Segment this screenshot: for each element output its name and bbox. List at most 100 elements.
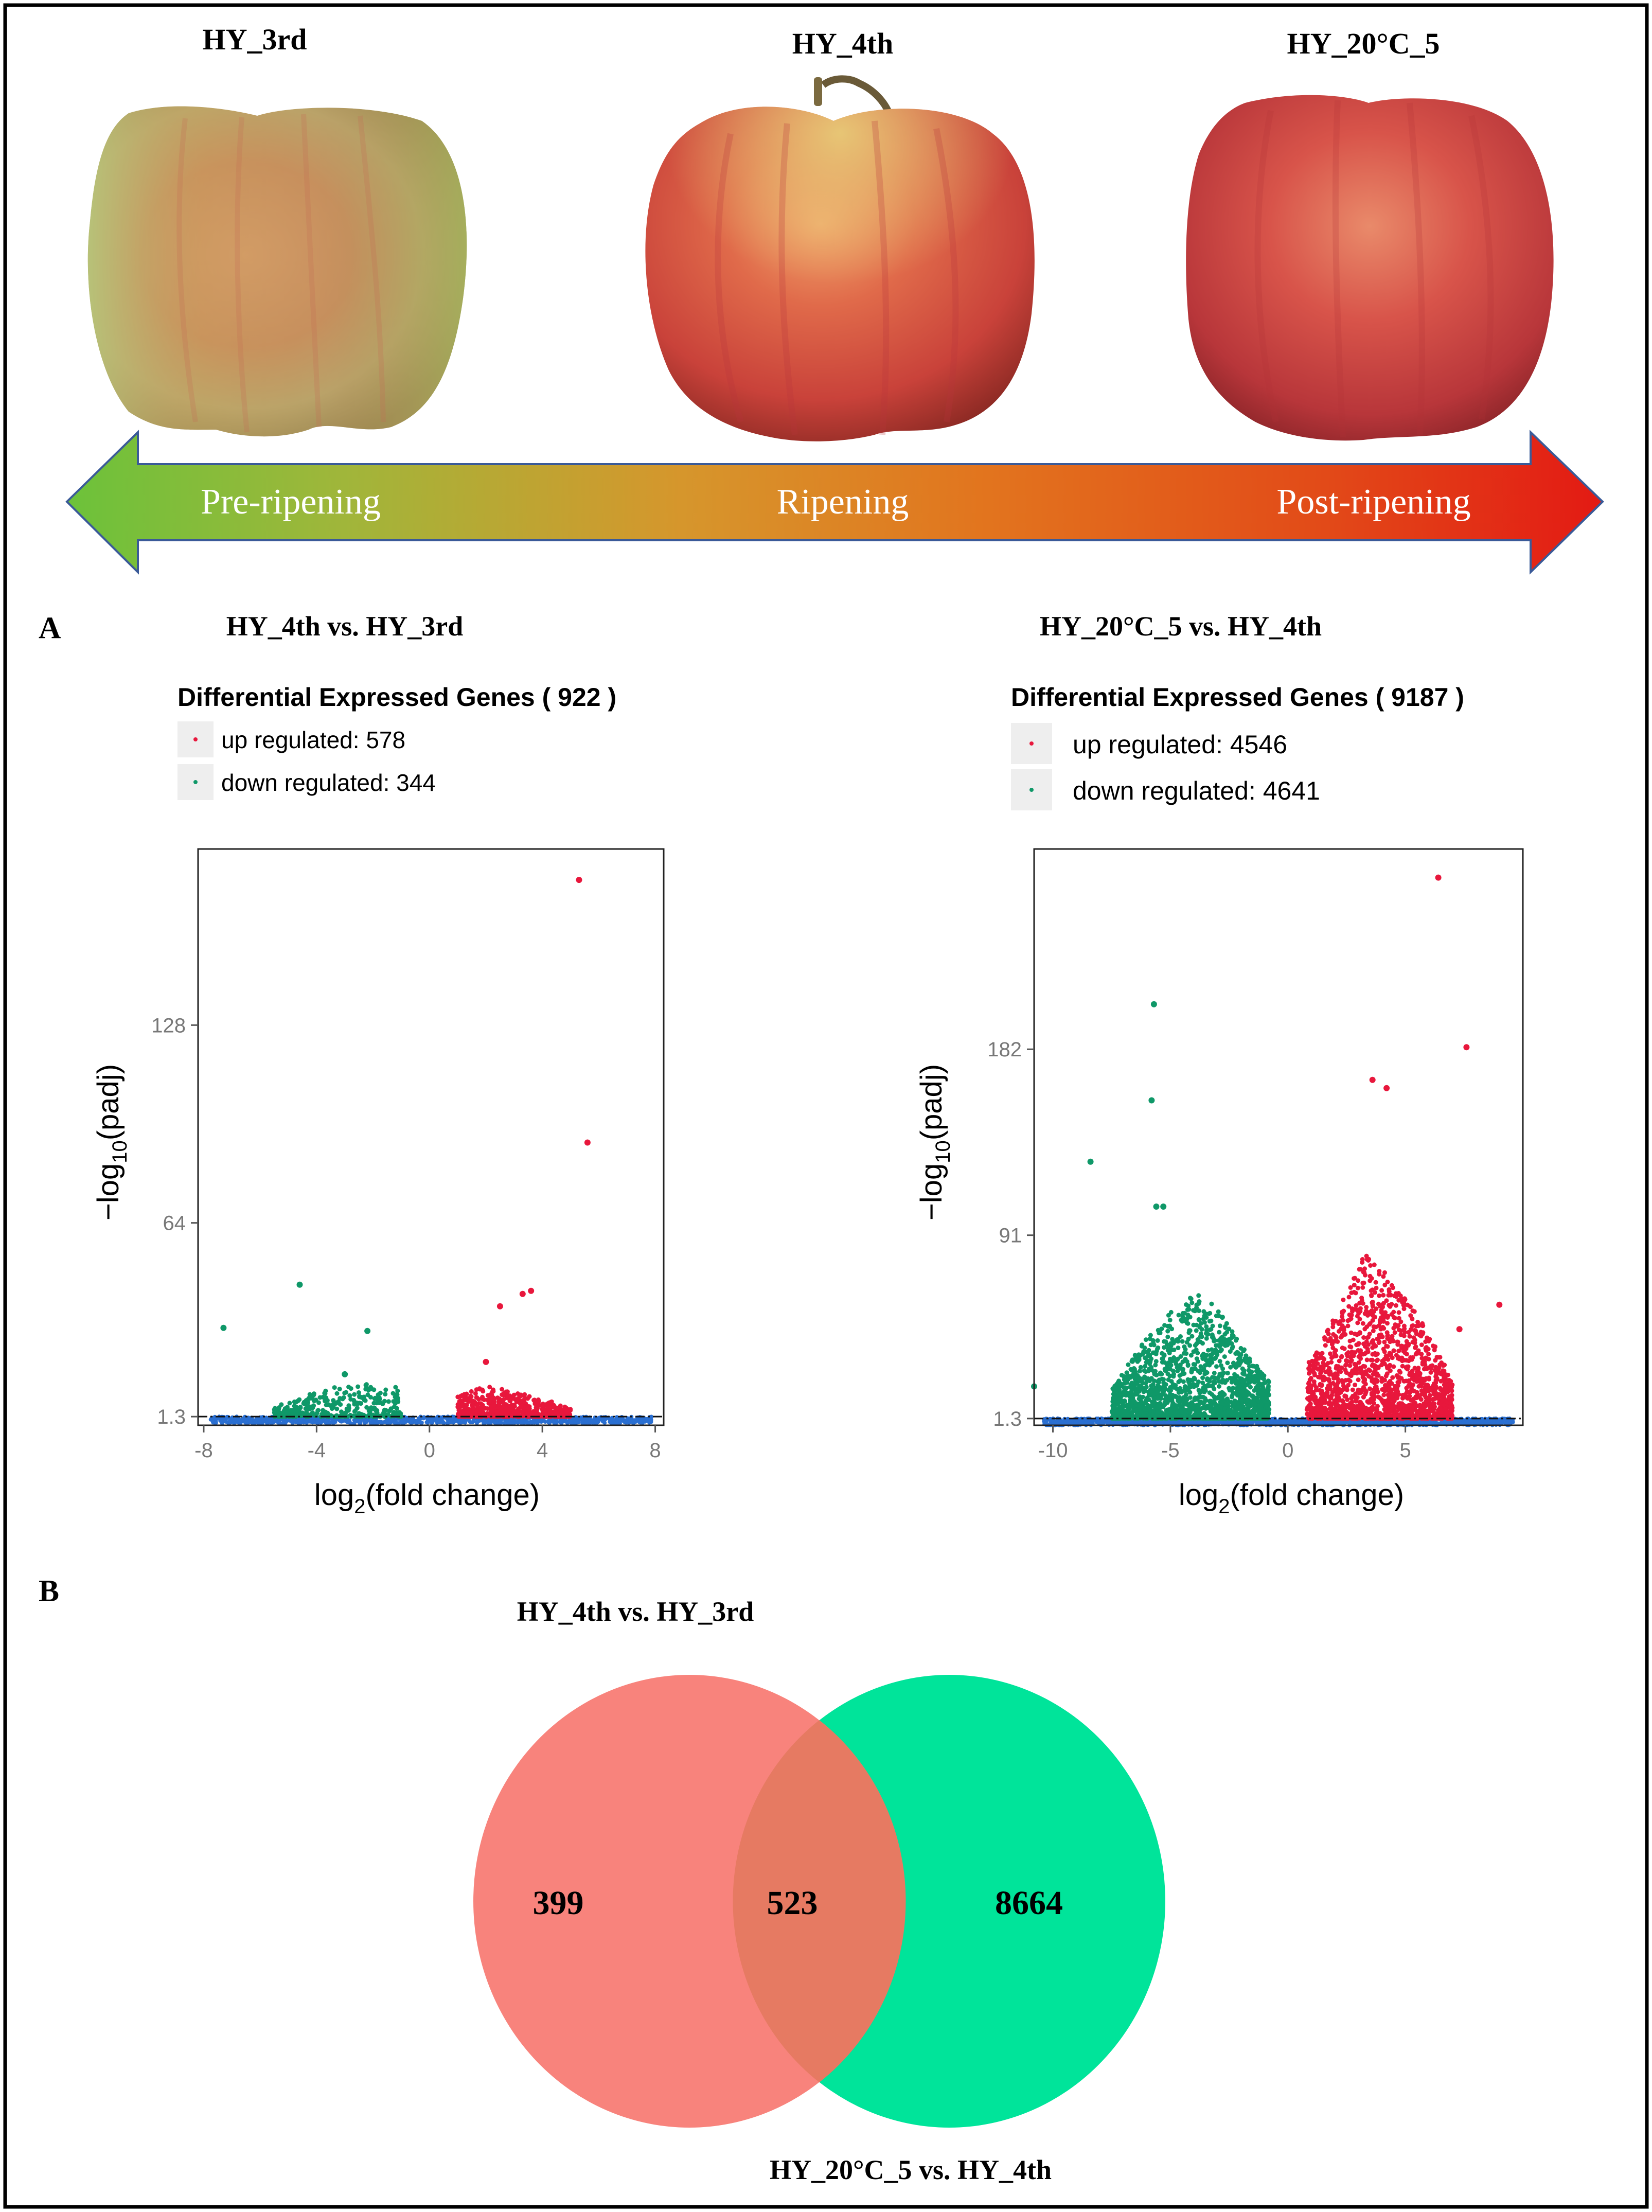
v1-point: [383, 1392, 388, 1397]
v1-point: [474, 1387, 479, 1392]
v2-point: [1153, 1372, 1158, 1377]
v1-point: [487, 1421, 491, 1426]
v2-point: [1222, 1354, 1227, 1359]
v1-point: [261, 1420, 265, 1424]
v1-point: [394, 1410, 399, 1415]
apple-image-1: [87, 106, 467, 437]
v1-point: [378, 1390, 383, 1395]
apple-row: HY_3rd HY_4th HY_20°C_5: [87, 23, 1554, 441]
v1-point: [609, 1421, 614, 1425]
v1-point: [279, 1402, 284, 1407]
v1-point: [528, 1287, 535, 1294]
v2-point: [1176, 1346, 1181, 1351]
v1-point: [469, 1389, 474, 1394]
v1-point: [226, 1421, 230, 1425]
v1-point: [212, 1420, 217, 1425]
v2-point: [1204, 1336, 1209, 1341]
volcano-1-ylabel-rest: (padj): [92, 1064, 125, 1140]
v2-point: [1200, 1394, 1205, 1400]
v2-point: [1155, 1338, 1160, 1343]
v1-point: [489, 1404, 494, 1409]
v2-point: [1201, 1352, 1206, 1357]
v1-point: [337, 1396, 343, 1401]
v1-point: [290, 1408, 294, 1413]
v2-point: [1173, 1393, 1178, 1399]
v2-point: [1192, 1421, 1197, 1425]
v1-point: [368, 1395, 373, 1400]
v2-point: [1165, 1329, 1170, 1334]
v2-point: [1178, 1378, 1183, 1383]
v1-point: [313, 1397, 318, 1403]
v2-point: [1137, 1407, 1142, 1412]
v1-point: [450, 1414, 455, 1419]
v2-point: [1283, 1420, 1288, 1425]
v1-point: [501, 1401, 506, 1406]
sample-label-1: HY_3rd: [203, 23, 307, 56]
v1-point: [571, 1418, 575, 1422]
v1-point: [649, 1414, 653, 1419]
volcano-1-legend-dot-up: [193, 737, 198, 741]
v2-point: [1194, 1356, 1199, 1361]
v1-point: [312, 1420, 316, 1424]
volcano-plot-1: HY_4th vs. HY_3rd Differential Expressed…: [92, 611, 665, 1518]
v1-point: [548, 1400, 553, 1405]
v1-point: [363, 1414, 368, 1419]
v1-point: [378, 1420, 383, 1424]
v1-point: [357, 1401, 362, 1406]
v2-point: [1117, 1383, 1123, 1388]
v2-point: [1153, 1352, 1159, 1356]
v1-point: [352, 1402, 357, 1407]
v2-point: [1209, 1301, 1214, 1306]
stage-label-2: Ripening: [777, 482, 909, 522]
v1-point: [322, 1411, 327, 1416]
v2-point: [1126, 1362, 1131, 1367]
v1-point: [615, 1421, 619, 1425]
v1-point: [548, 1405, 553, 1410]
v1-point: [398, 1411, 403, 1416]
v2-point: [1191, 1383, 1196, 1388]
v1-point: [399, 1420, 403, 1424]
v1-point: [346, 1385, 351, 1390]
v2-point: [1249, 1379, 1254, 1384]
v1-point: [383, 1387, 388, 1392]
v1-point: [464, 1391, 469, 1396]
v2-point: [1203, 1369, 1209, 1374]
v1-point: [323, 1391, 328, 1396]
v1-point: [276, 1411, 280, 1416]
v2-point: [1183, 1384, 1188, 1389]
panel-label-a: A: [39, 611, 61, 645]
v1-point: [388, 1406, 394, 1411]
v2-point: [1146, 1397, 1151, 1402]
v2-point: [1165, 1334, 1170, 1339]
v1-point: [220, 1420, 224, 1424]
v1-point: [243, 1420, 247, 1425]
v2-point: [1149, 1383, 1154, 1388]
v2-point: [1201, 1317, 1206, 1322]
v2-point: [1125, 1420, 1129, 1425]
v1-point: [514, 1409, 519, 1414]
v2-point: [1263, 1380, 1268, 1385]
v1-point: [332, 1385, 337, 1390]
v2-point: [1118, 1404, 1124, 1409]
v2-point: [1232, 1375, 1237, 1380]
v1-point: [341, 1395, 346, 1400]
v2-point: [1185, 1321, 1191, 1326]
v2-point: [1238, 1354, 1243, 1359]
v2-point: [1186, 1303, 1191, 1308]
sample-label-2: HY_4th: [792, 27, 894, 60]
v1-point: [390, 1391, 396, 1396]
v1-point: [339, 1409, 344, 1414]
v1-point: [593, 1421, 597, 1425]
v1-point: [331, 1421, 335, 1426]
volcano-1-legend-dot-down: [193, 780, 198, 784]
v1-point: [308, 1412, 313, 1417]
v2-point: [1147, 1408, 1152, 1413]
v2-point: [1217, 1323, 1222, 1329]
v2-point: [1189, 1300, 1195, 1305]
v2-point: [1244, 1393, 1249, 1399]
v2-point: [1187, 1328, 1193, 1333]
v2-point: [1214, 1364, 1219, 1369]
v1-point: [285, 1419, 289, 1423]
v1-point: [601, 1417, 606, 1421]
v1-point: [480, 1403, 485, 1408]
